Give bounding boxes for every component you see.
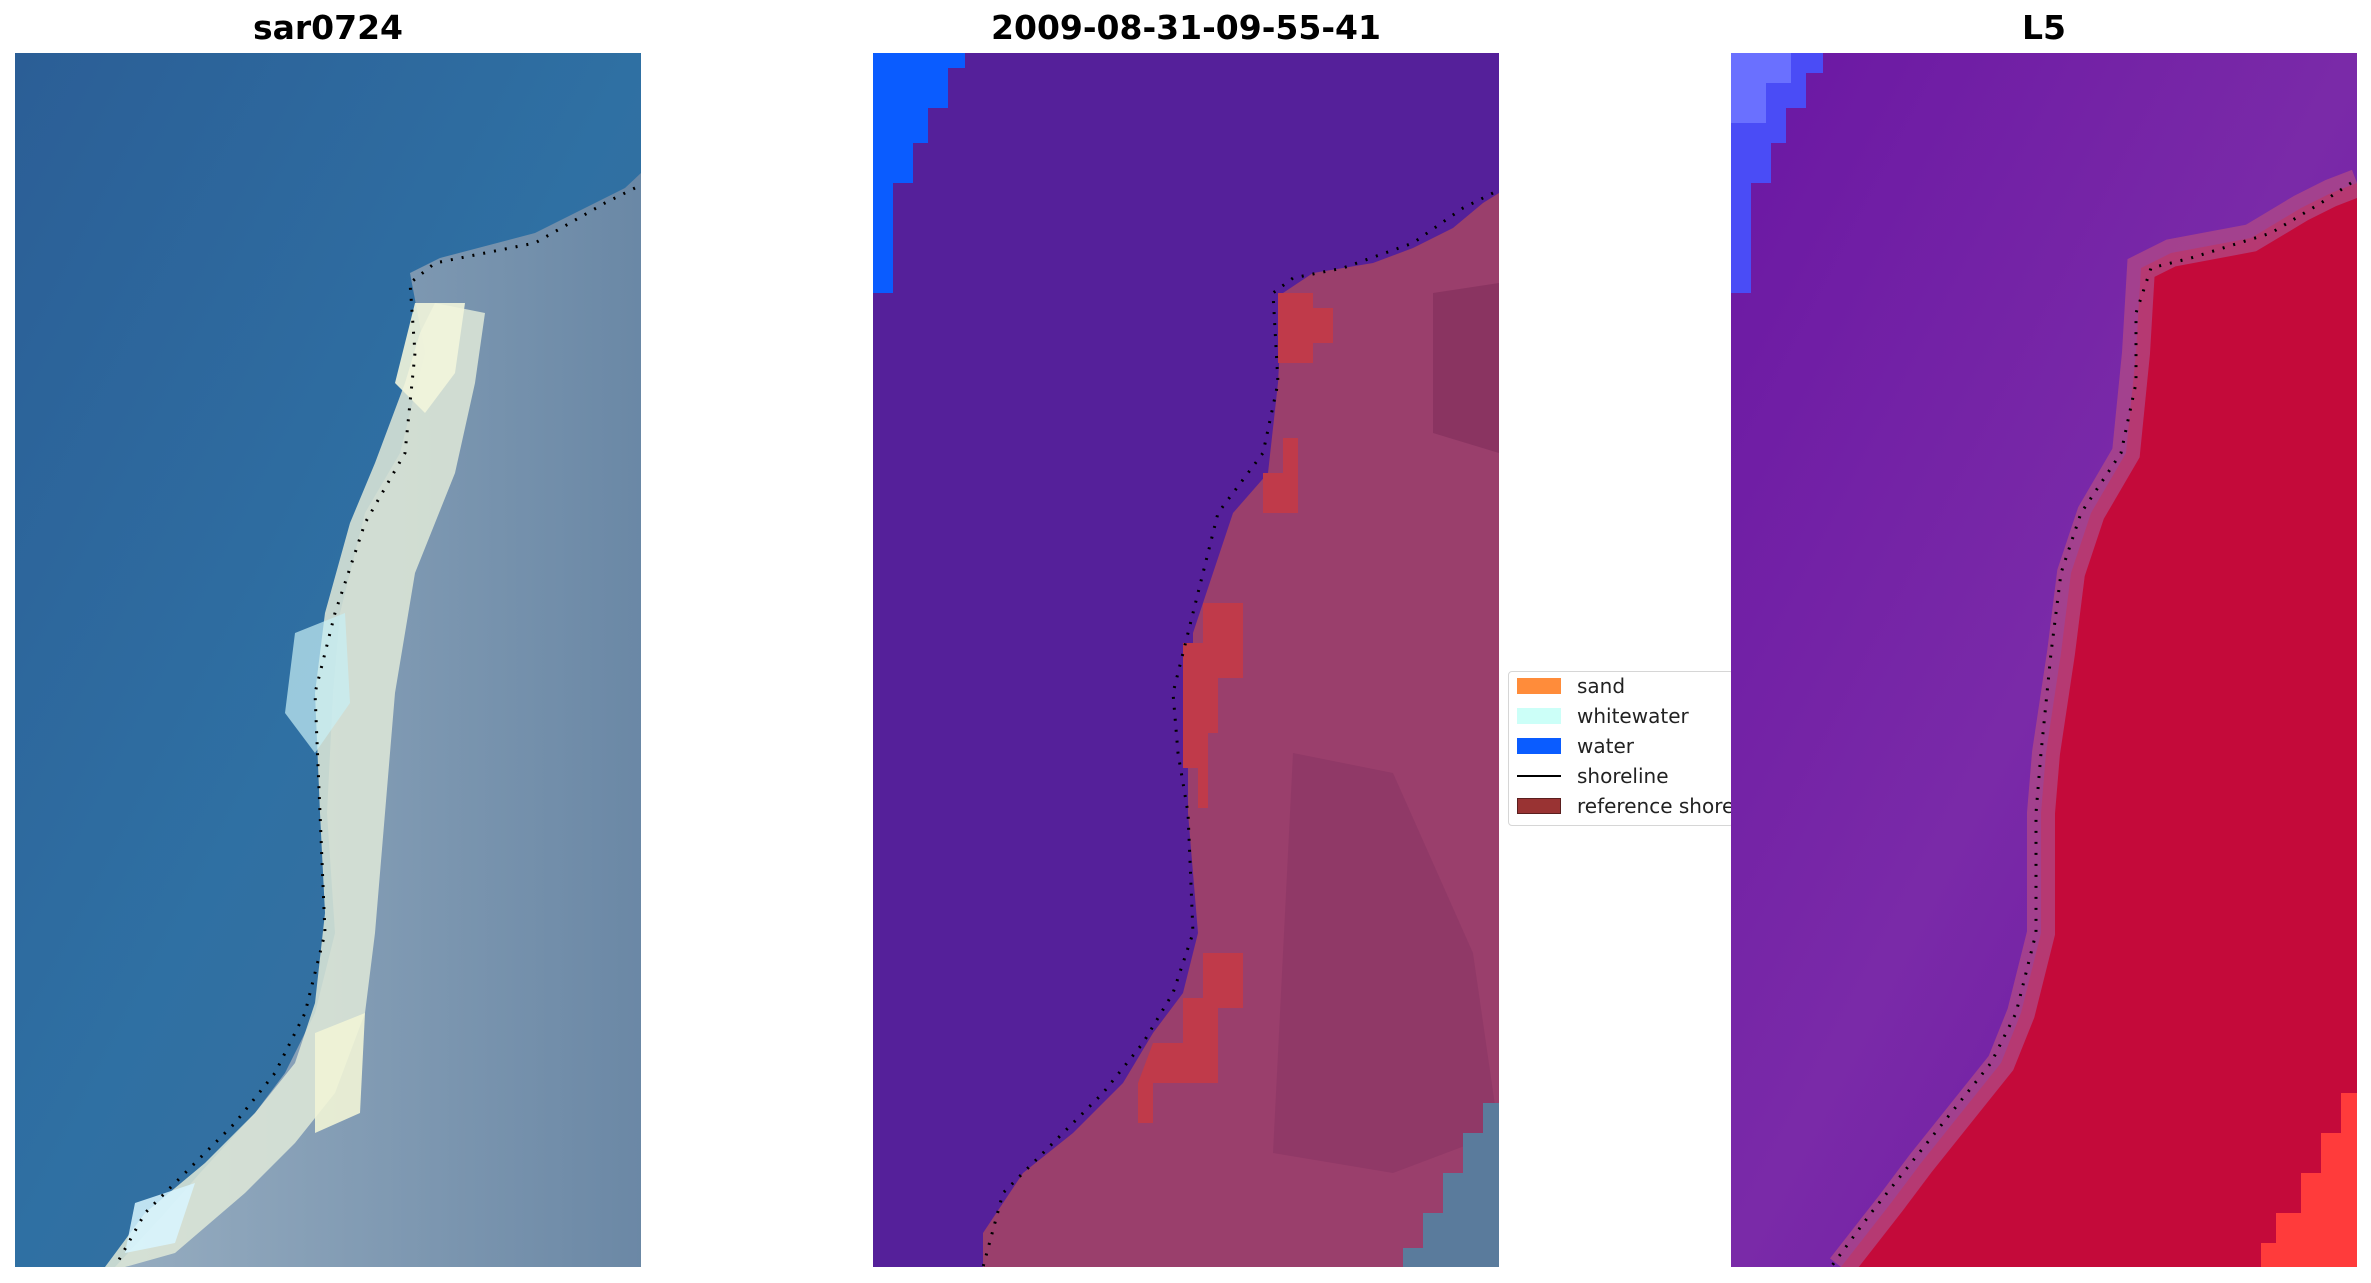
legend-item-sand: sand <box>1517 672 1625 700</box>
legend-label: whitewater <box>1577 704 1689 728</box>
shoreline-line <box>113 186 636 1267</box>
legend-item-water: water <box>1517 732 1634 760</box>
whitewater-swatch <box>1517 708 1561 724</box>
classified-image-panel <box>873 53 1499 1267</box>
buffer-swatch <box>1517 798 1561 814</box>
classified-image <box>873 53 1499 1267</box>
shoreline-line <box>1829 181 2352 1267</box>
water-swatch <box>1517 738 1561 754</box>
legend-label: water <box>1577 734 1634 758</box>
shoreline-swatch <box>1517 775 1561 777</box>
legend-label: reference shoreline buffer <box>1577 794 1734 818</box>
rgb-image-panel <box>15 53 641 1267</box>
legend-item-whitewater: whitewater <box>1517 702 1689 730</box>
panel-title-rgb: sar0724 <box>252 8 404 47</box>
rgb-image <box>15 53 641 1267</box>
panel-title-index: L5 <box>2022 8 2066 47</box>
legend-item-shoreline: shoreline <box>1517 762 1669 790</box>
legend-label: sand <box>1577 674 1626 698</box>
sand-swatch <box>1517 678 1561 694</box>
panel-title-classified: 2009-08-31-09-55-41 <box>991 8 1381 47</box>
legend: sand whitewater water shoreline referenc… <box>1508 671 1734 826</box>
index-image <box>1731 53 2357 1267</box>
index-image-panel <box>1731 53 2357 1267</box>
legend-label: shoreline <box>1577 764 1669 788</box>
shoreline-line <box>981 191 1494 1267</box>
legend-item-reference-shoreline-buffer: reference shoreline buffer <box>1517 792 1734 820</box>
